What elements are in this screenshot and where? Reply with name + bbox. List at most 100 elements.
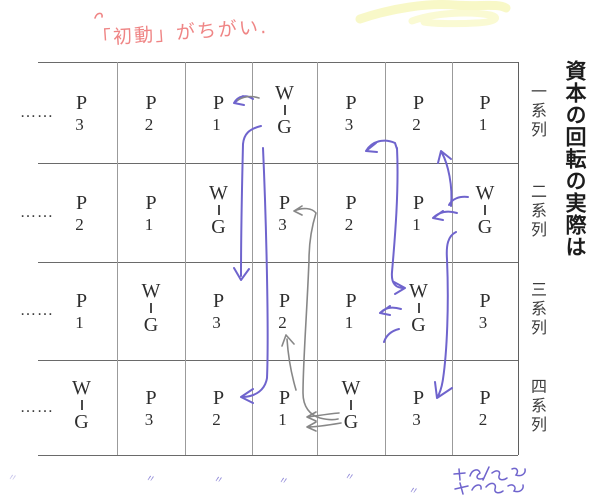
cell-subscript: 1	[478, 114, 488, 134]
page-title: 資本の回転の実際は	[563, 60, 587, 258]
cell-letter: P	[479, 386, 491, 409]
cell-subscript: 1	[412, 214, 421, 234]
cell-letter: G	[477, 215, 493, 238]
pen-line-down-to-row4-p2	[240, 147, 269, 404]
cell-letter: P	[212, 91, 225, 114]
cell-subscript: 3	[144, 409, 154, 429]
table-v-line	[452, 62, 453, 455]
leader-dots: ……	[20, 302, 54, 319]
cell-letter: P	[145, 191, 157, 214]
cell-subscript: 2	[478, 409, 488, 429]
cell-subscript: 3	[412, 409, 421, 429]
ditto-mark: 〃	[212, 474, 225, 487]
pen-arrow-row1-wg-to-p1	[233, 95, 254, 106]
cell-subscript: 3	[75, 114, 84, 134]
cell-subscript: 3	[344, 114, 354, 134]
pencil-strokes-row4-wg-to-p1	[306, 411, 342, 432]
table-h-line	[38, 360, 518, 361]
cell-letter: P	[75, 290, 88, 312]
cell-subscript: 3	[212, 313, 221, 332]
cell-letter: W	[409, 280, 428, 302]
cell-letter: P	[412, 191, 425, 214]
ditto-mark: 〃	[343, 471, 356, 484]
handwritten-note-bottom-right	[453, 466, 526, 495]
cell-letter: P	[412, 91, 425, 114]
cell-letter: W	[209, 181, 228, 204]
cell-subscript: 2	[412, 114, 421, 134]
cell-letter: P	[212, 386, 225, 409]
row-label-series-4: 四系列	[528, 377, 545, 435]
cell-subscript: 1	[278, 409, 287, 429]
cell-letter: G	[143, 314, 159, 336]
cell-letter: P	[345, 91, 357, 114]
cell-wg-bar	[417, 303, 420, 313]
cell-letter: W	[72, 376, 91, 399]
cell-letter: W	[475, 181, 495, 204]
cell-subscript: 2	[75, 214, 84, 234]
ditto-mark: 〃	[6, 472, 19, 485]
leader-dots: ……	[20, 103, 54, 121]
cell-subscript: 1	[212, 114, 221, 134]
table-v-line	[518, 62, 519, 455]
leader-dots: ……	[20, 398, 54, 416]
cell-letter: W	[341, 376, 361, 399]
blue-pen-annotations	[233, 95, 469, 404]
cell-wg-bar	[350, 399, 352, 410]
table-v-line	[317, 62, 318, 455]
highlighter-mark	[355, 0, 511, 28]
pencil-stroke-row1	[237, 95, 260, 101]
table-h-line	[38, 262, 518, 263]
cell-letter: W	[141, 280, 161, 302]
table-v-line	[385, 62, 386, 455]
table-h-line	[38, 455, 518, 456]
ditto-mark: 〃	[407, 485, 420, 498]
leader-dots: ……	[20, 203, 54, 221]
pen-line-down-to-row3	[233, 125, 262, 281]
cell-subscript: 2	[344, 214, 354, 234]
cell-wg-bar	[80, 399, 83, 410]
cell-letter: G	[411, 314, 426, 336]
cell-letter: G	[74, 410, 89, 433]
cell-wg-bar	[217, 204, 220, 215]
cell-letter: P	[278, 191, 291, 214]
table-h-line	[38, 62, 518, 63]
pencil-annotations	[237, 95, 342, 432]
cell-letter: G	[277, 115, 292, 138]
cell-letter: G	[211, 215, 226, 238]
cell-letter: P	[75, 91, 88, 114]
cell-wg-bar	[150, 303, 152, 313]
cell-letter: P	[345, 191, 357, 214]
red-pen-flourish	[94, 12, 103, 19]
cell-letter: G	[343, 410, 359, 433]
row-label-series-1: 一系列	[528, 82, 545, 140]
table-v-line	[252, 62, 253, 455]
ditto-mark: 〃	[144, 473, 157, 486]
cell-letter: P	[145, 91, 157, 114]
cell-subscript: 2	[212, 409, 221, 429]
cell-letter: P	[278, 290, 291, 312]
cell-letter: P	[412, 386, 425, 409]
cell-wg-bar	[283, 104, 286, 115]
